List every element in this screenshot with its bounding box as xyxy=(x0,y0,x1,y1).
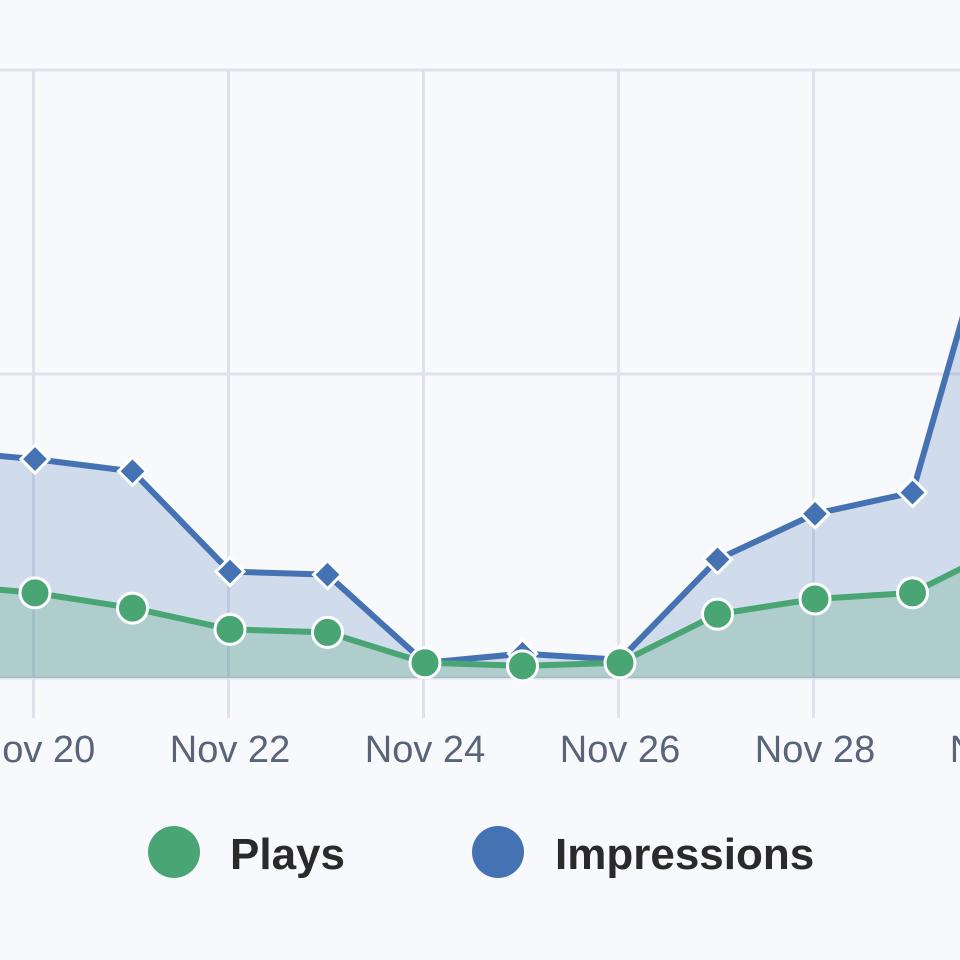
plays-point-9[interactable] xyxy=(896,576,929,610)
x-axis-tick-labels: Nov 20 Nov 22 Nov 24 Nov 26 Nov 28 Nov 30 xyxy=(0,729,960,771)
plays-point-3[interactable] xyxy=(311,615,344,649)
impressions-point-7[interactable] xyxy=(701,543,734,576)
impressions-point-1[interactable] xyxy=(116,455,149,488)
plays-area-edge xyxy=(0,589,35,678)
plays-point-5[interactable] xyxy=(506,649,539,683)
series-markers xyxy=(18,442,929,683)
plays-area xyxy=(35,569,960,678)
legend-label-impressions: Impressions xyxy=(555,830,814,879)
impressions-point-0[interactable] xyxy=(18,442,52,476)
legend-item-plays[interactable]: Plays xyxy=(148,826,345,879)
legend-item-impressions[interactable]: Impressions xyxy=(472,826,814,879)
x-tick-label: Nov 24 xyxy=(365,729,485,771)
legend-label-plays: Plays xyxy=(230,830,345,879)
plays-point-6[interactable] xyxy=(603,646,637,680)
grid-lines xyxy=(0,68,960,718)
plays-point-0[interactable] xyxy=(18,576,52,610)
plays-point-7[interactable] xyxy=(701,597,734,631)
plays-point-1[interactable] xyxy=(116,591,149,625)
plays-point-2[interactable] xyxy=(213,612,247,646)
plays-point-4[interactable] xyxy=(408,646,442,680)
legend: Plays Impressions xyxy=(148,826,814,879)
x-tick-label: Nov 22 xyxy=(170,729,290,771)
x-tick-label: Nov 26 xyxy=(560,729,680,771)
impressions-point-3[interactable] xyxy=(311,558,344,591)
plays-point-8[interactable] xyxy=(798,582,832,616)
legend-swatch-impressions xyxy=(472,826,524,878)
impressions-point-8[interactable] xyxy=(798,497,832,530)
x-tick-label: Nov 20 xyxy=(0,729,95,771)
x-tick-label: Nov 28 xyxy=(755,729,875,771)
impressions-area xyxy=(35,326,960,678)
impressions-point-9[interactable] xyxy=(896,476,929,509)
impressions-area-edge xyxy=(0,456,35,678)
x-tick-label: Nov 30 xyxy=(950,729,960,771)
series-areas xyxy=(0,326,960,678)
impressions-point-2[interactable] xyxy=(213,555,247,588)
legend-swatch-plays xyxy=(148,826,200,878)
